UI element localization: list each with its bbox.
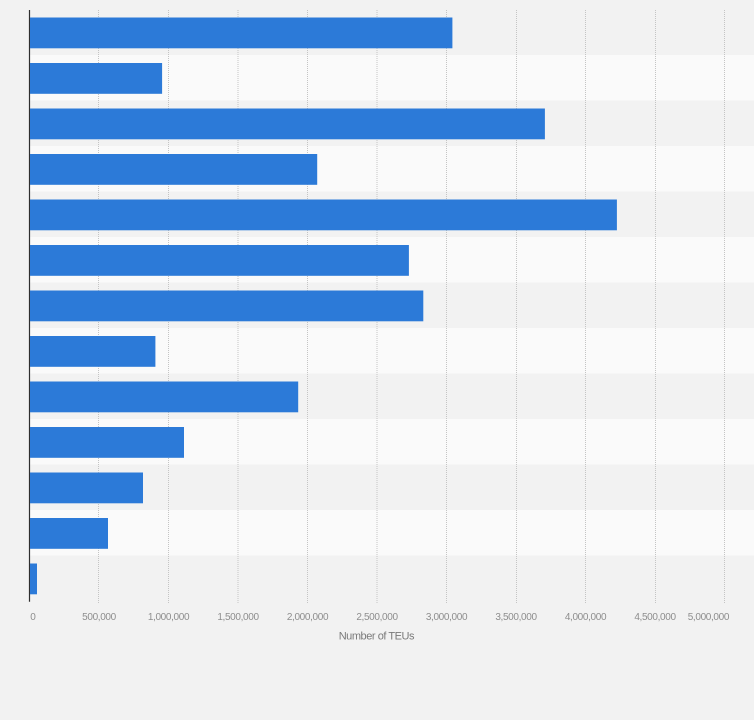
svg-text:2,500,000: 2,500,000 [356, 612, 398, 623]
svg-text:5,000,000: 5,000,000 [688, 612, 730, 623]
svg-text:4,500,000: 4,500,000 [634, 612, 676, 623]
svg-text:3,500,000: 3,500,000 [495, 612, 537, 623]
svg-text:0: 0 [30, 612, 36, 623]
svg-text:1,500,000: 1,500,000 [217, 612, 259, 623]
svg-text:Number of TEUs: Number of TEUs [339, 630, 415, 642]
svg-text:3,000,000: 3,000,000 [426, 612, 468, 623]
svg-text:1,000,000: 1,000,000 [148, 612, 190, 623]
svg-text:500,000: 500,000 [82, 612, 116, 623]
svg-text:4,000,000: 4,000,000 [565, 612, 607, 623]
svg-text:2,000,000: 2,000,000 [287, 612, 329, 623]
